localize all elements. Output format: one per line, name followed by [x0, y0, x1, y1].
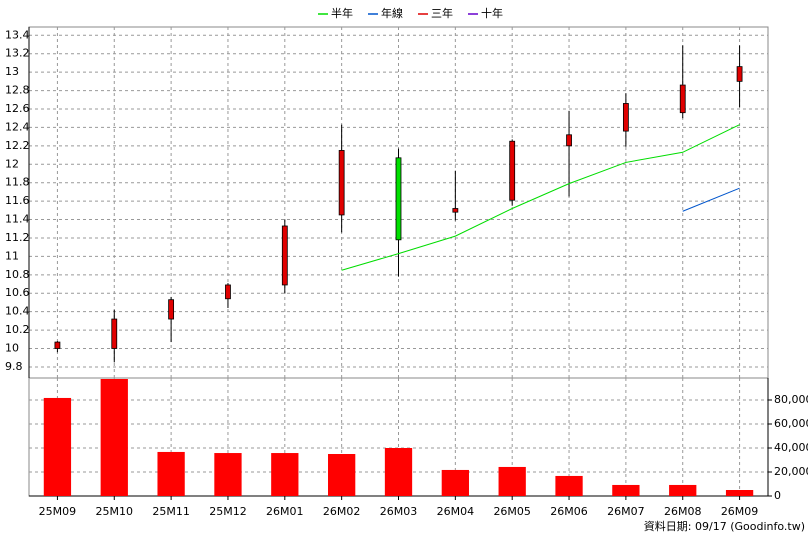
y-tick-label: 11.6 — [5, 194, 30, 207]
volume-bar — [612, 484, 640, 496]
volume-bar — [328, 453, 356, 496]
y2-tick-label: 20,000 — [774, 465, 808, 478]
footer: 資料日期: 09/17 (Goodinfo.tw) — [644, 519, 805, 533]
x-tick-label: 26M07 — [607, 505, 645, 518]
candle-body — [622, 103, 629, 132]
candle-body — [168, 299, 175, 320]
candle-body — [54, 341, 61, 349]
y-tick-label: 12.4 — [5, 120, 30, 133]
y-tick-label: 11.8 — [5, 176, 30, 189]
x-tick-label: 26M04 — [437, 505, 475, 518]
y-tick-label: 12.6 — [5, 102, 30, 115]
y2-tick-label: 60,000 — [774, 417, 808, 430]
y-tick-label: 12.8 — [5, 84, 30, 97]
volume-bar — [100, 378, 128, 496]
y2-tick-label: 0 — [774, 489, 781, 502]
y2-tick-label: 40,000 — [774, 441, 808, 454]
x-tick-label: 25M11 — [152, 505, 190, 518]
y-tick-label: 10.4 — [5, 305, 30, 318]
volume-bar — [498, 466, 526, 496]
volume-bar — [43, 397, 72, 496]
candle-body — [111, 318, 118, 349]
y-tick-label: 11.4 — [5, 213, 30, 226]
volume-bar — [555, 475, 583, 496]
y-tick-label: 12.2 — [5, 139, 30, 152]
y-tick-label: 12 — [5, 157, 19, 170]
y-tick-label: 10.8 — [5, 268, 30, 281]
volume-bar — [384, 447, 413, 496]
x-tick-label: 25M12 — [209, 505, 247, 518]
y-tick-label: 10.6 — [5, 286, 30, 299]
volume-bar — [669, 484, 697, 496]
candle-body — [736, 66, 743, 82]
x-tick-label: 26M08 — [664, 505, 702, 518]
y-tick-label: 11 — [5, 249, 19, 262]
candle-body — [225, 284, 231, 300]
x-tick-label: 26M03 — [380, 505, 418, 518]
legend-label: 年線 — [381, 6, 403, 20]
legend-label: 半年 — [331, 6, 353, 20]
legend-label: 三年 — [431, 6, 453, 20]
candle-body — [679, 84, 686, 114]
y-tick-label: 13 — [5, 65, 19, 78]
y-tick-label: 9.8 — [5, 360, 23, 373]
volume-bar — [214, 453, 242, 496]
volume-bar — [441, 469, 469, 496]
candle-body — [566, 134, 572, 147]
x-tick-label: 25M10 — [96, 505, 134, 518]
y-tick-label: 10.2 — [5, 323, 30, 336]
legend-label: 十年 — [481, 6, 503, 20]
y-tick-label: 13.4 — [5, 28, 30, 41]
y2-tick-label: 80,000 — [774, 393, 808, 406]
x-tick-label: 26M02 — [323, 505, 361, 518]
candle-body — [395, 157, 402, 241]
ma-line — [341, 124, 740, 271]
candle-body — [281, 225, 288, 286]
x-tick-label: 26M05 — [493, 505, 531, 518]
candle-body — [452, 208, 459, 213]
ma-line — [682, 187, 740, 212]
y-tick-label: 13.2 — [5, 47, 30, 60]
volume-bar — [157, 451, 185, 496]
candle-body — [509, 140, 516, 201]
x-tick-label: 26M09 — [721, 505, 759, 518]
x-tick-label: 26M06 — [550, 505, 588, 518]
candle-body — [338, 150, 345, 216]
volume-bar — [725, 489, 754, 496]
volume-bar — [271, 453, 299, 496]
y-tick-label: 10 — [5, 342, 19, 355]
y-tick-label: 11.2 — [5, 231, 30, 244]
x-tick-label: 25M09 — [39, 505, 77, 518]
x-tick-label: 26M01 — [266, 505, 304, 518]
